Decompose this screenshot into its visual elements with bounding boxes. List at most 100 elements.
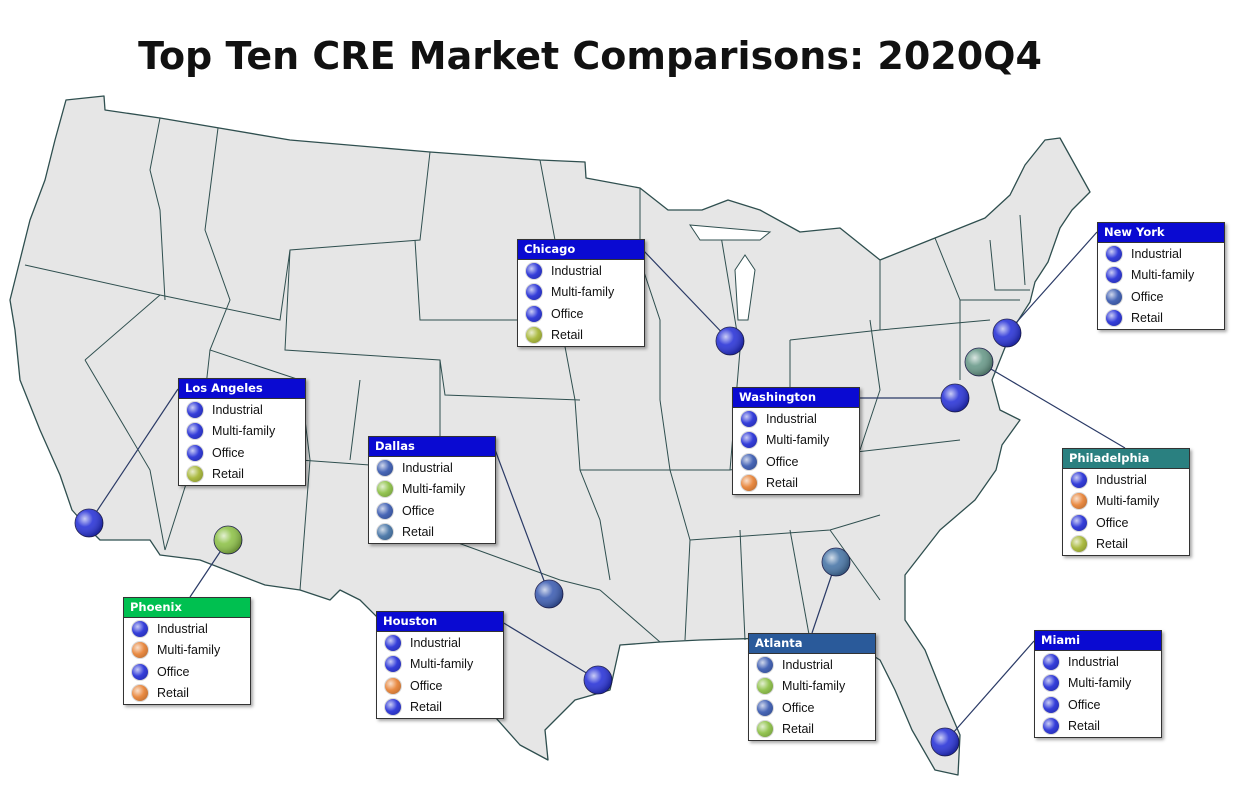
status-dot-icon [377, 459, 393, 476]
status-dot-icon [1106, 245, 1122, 262]
new-york-map-pin[interactable] [992, 318, 1022, 348]
miami-card-header: Miami [1035, 631, 1161, 651]
property-type-label: Retail [1096, 537, 1128, 552]
status-dot-icon [132, 685, 148, 702]
atlanta-map-pin[interactable] [821, 547, 851, 577]
los-angeles-row-office: Office [179, 442, 305, 464]
houston-row-retail: Retail [377, 697, 503, 719]
status-dot-icon [385, 656, 401, 673]
washington-row-retail: Retail [733, 473, 859, 495]
chicago-row-multi-family: Multi-family [518, 282, 644, 304]
status-dot-icon [132, 642, 148, 659]
chicago-map-pin[interactable] [715, 326, 745, 356]
property-type-label: Office [766, 454, 799, 469]
property-type-label: Office [1068, 697, 1101, 712]
los-angeles-market-card: Los Angeles Industrial Multi-family Office R… [178, 378, 306, 486]
philadelphia-card-header: Philadelphia [1063, 449, 1189, 469]
houston-row-office: Office [377, 675, 503, 697]
status-dot-icon [1071, 536, 1087, 553]
status-dot-icon [1043, 696, 1059, 713]
property-type-label: Industrial [1096, 472, 1147, 487]
dallas-row-office: Office [369, 500, 495, 522]
dallas-row-retail: Retail [369, 522, 495, 544]
miami-row-industrial: Industrial [1035, 651, 1161, 673]
property-type-label: Multi-family [1096, 494, 1160, 509]
washington-card-header: Washington [733, 388, 859, 408]
new-york-market-card: New York Industrial Multi-family Office Reta… [1097, 222, 1225, 330]
property-type-label: Multi-family [782, 679, 846, 694]
property-type-label: Multi-family [551, 285, 615, 300]
property-type-label: Retail [551, 328, 583, 343]
houston-row-multi-family: Multi-family [377, 654, 503, 676]
los-angeles-row-multi-family: Multi-family [179, 421, 305, 443]
houston-row-industrial: Industrial [377, 632, 503, 654]
new-york-row-retail: Retail [1098, 308, 1224, 330]
status-dot-icon [1106, 310, 1122, 327]
status-dot-icon [377, 524, 393, 541]
property-type-label: Office [1131, 289, 1164, 304]
status-dot-icon [741, 410, 757, 427]
houston-map-pin[interactable] [583, 665, 613, 695]
atlanta-card-header: Atlanta [749, 634, 875, 654]
new-york-row-office: Office [1098, 286, 1224, 308]
chicago-market-card: Chicago Industrial Multi-family Office Retai… [517, 239, 645, 347]
houston-card-header: Houston [377, 612, 503, 632]
status-dot-icon [187, 423, 203, 440]
status-dot-icon [132, 663, 148, 680]
washington-row-multi-family: Multi-family [733, 430, 859, 452]
property-type-label: Office [157, 664, 190, 679]
status-dot-icon [757, 656, 773, 673]
property-type-label: Retail [402, 525, 434, 540]
status-dot-icon [757, 721, 773, 738]
property-type-label: Multi-family [1131, 268, 1195, 283]
property-type-label: Retail [1131, 311, 1163, 326]
property-type-label: Industrial [212, 402, 263, 417]
philadelphia-map-pin[interactable] [964, 347, 994, 377]
status-dot-icon [132, 620, 148, 637]
dallas-map-pin[interactable] [534, 579, 564, 609]
property-type-label: Industrial [1131, 246, 1182, 261]
dallas-row-industrial: Industrial [369, 457, 495, 479]
property-type-label: Industrial [551, 263, 602, 278]
status-dot-icon [377, 481, 393, 498]
chicago-row-industrial: Industrial [518, 260, 644, 282]
atlanta-market-card: Atlanta Industrial Multi-family Office Retai… [748, 633, 876, 741]
property-type-label: Office [1096, 515, 1129, 530]
property-type-label: Industrial [410, 635, 461, 650]
philadelphia-connector-line [978, 361, 1126, 449]
phoenix-row-office: Office [124, 661, 250, 683]
miami-connector-line [944, 640, 1035, 743]
status-dot-icon [187, 401, 203, 418]
new-york-connector-line [1006, 231, 1098, 334]
status-dot-icon [741, 432, 757, 449]
property-type-label: Retail [410, 700, 442, 715]
status-dot-icon [385, 634, 401, 651]
status-dot-icon [526, 262, 542, 279]
chicago-connector-line [642, 249, 731, 342]
status-dot-icon [1071, 493, 1087, 510]
status-dot-icon [526, 284, 542, 301]
new-york-row-multi-family: Multi-family [1098, 265, 1224, 287]
los-angeles-map-pin[interactable] [74, 508, 104, 538]
miami-row-multi-family: Multi-family [1035, 673, 1161, 695]
status-dot-icon [1071, 514, 1087, 531]
property-type-label: Multi-family [1068, 676, 1132, 691]
status-dot-icon [1106, 267, 1122, 284]
status-dot-icon [741, 475, 757, 492]
property-type-label: Retail [782, 722, 814, 737]
property-type-label: Industrial [782, 657, 833, 672]
atlanta-row-industrial: Industrial [749, 654, 875, 676]
philadelphia-row-retail: Retail [1063, 534, 1189, 556]
phoenix-market-card: Phoenix Industrial Multi-family Office Retai… [123, 597, 251, 705]
status-dot-icon [385, 699, 401, 716]
property-type-label: Retail [1068, 719, 1100, 734]
washington-map-pin[interactable] [940, 383, 970, 413]
phoenix-map-pin[interactable] [213, 525, 243, 555]
property-type-label: Retail [766, 476, 798, 491]
status-dot-icon [187, 466, 203, 483]
los-angeles-row-retail: Retail [179, 464, 305, 486]
status-dot-icon [1071, 471, 1087, 488]
miami-map-pin[interactable] [930, 727, 960, 757]
status-dot-icon [385, 677, 401, 694]
status-dot-icon [1043, 653, 1059, 670]
